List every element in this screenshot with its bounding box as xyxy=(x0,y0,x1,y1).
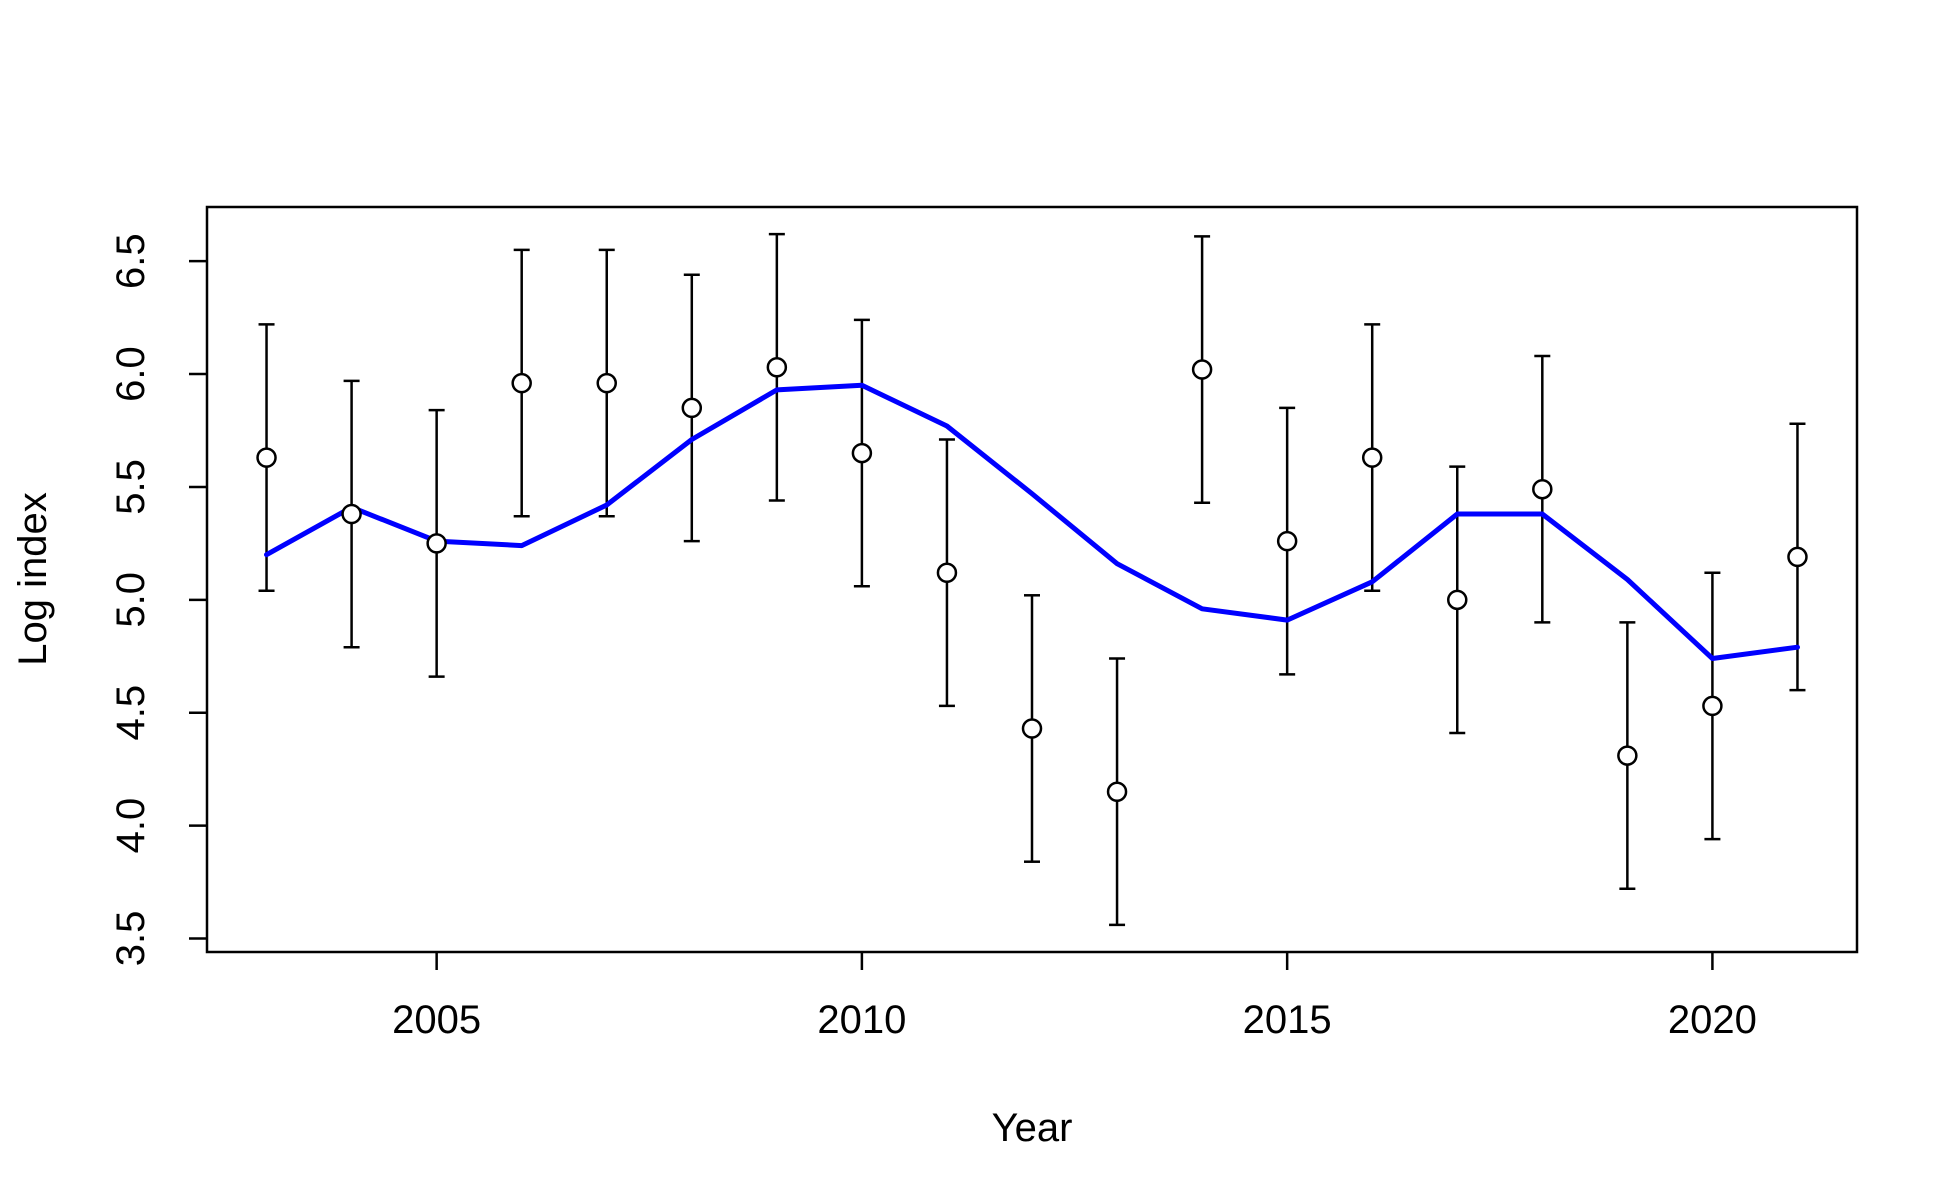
x-axis-label: Year xyxy=(992,1106,1073,1150)
x-tick-label: 2020 xyxy=(1668,998,1757,1042)
x-axis: 2005 2010 2015 2020 xyxy=(392,952,1757,1042)
y-axis: 3.5 4.0 4.5 5.0 5.5 6.0 6.5 xyxy=(109,233,207,966)
y-tick-label: 6.0 xyxy=(109,346,153,402)
x-tick-label: 2005 xyxy=(392,998,481,1042)
y-tick-label: 4.5 xyxy=(109,685,153,741)
data-point xyxy=(1021,718,1043,739)
data-point xyxy=(1532,478,1553,500)
y-tick-label: 3.5 xyxy=(109,911,153,967)
data-point xyxy=(851,442,873,464)
data-point xyxy=(341,503,362,525)
plot-frame xyxy=(205,205,1859,954)
data-point xyxy=(1787,546,1808,568)
error-bars xyxy=(258,232,1806,927)
fitted-line xyxy=(264,382,1800,661)
data-point xyxy=(1276,530,1298,552)
y-tick-label: 4.0 xyxy=(109,798,153,854)
data-point xyxy=(426,533,447,554)
data-point xyxy=(1106,781,1128,802)
observed-points xyxy=(256,357,1808,802)
data-point xyxy=(936,562,958,583)
data-point xyxy=(596,372,617,394)
x-tick-label: 2010 xyxy=(817,998,906,1042)
data-point xyxy=(681,397,703,419)
data-point xyxy=(1361,447,1383,468)
y-tick-label: 5.0 xyxy=(109,572,153,628)
y-tick-label: 5.5 xyxy=(109,459,153,515)
data-point xyxy=(1191,359,1213,380)
x-tick-label: 2015 xyxy=(1243,998,1332,1042)
data-point xyxy=(256,447,277,468)
data-point xyxy=(1702,695,1723,717)
y-axis-label: Log index xyxy=(11,492,55,665)
data-point xyxy=(511,372,532,394)
data-point xyxy=(766,357,788,378)
y-tick-label: 6.5 xyxy=(109,233,153,289)
data-point xyxy=(1447,589,1468,611)
data-point xyxy=(1617,745,1638,766)
